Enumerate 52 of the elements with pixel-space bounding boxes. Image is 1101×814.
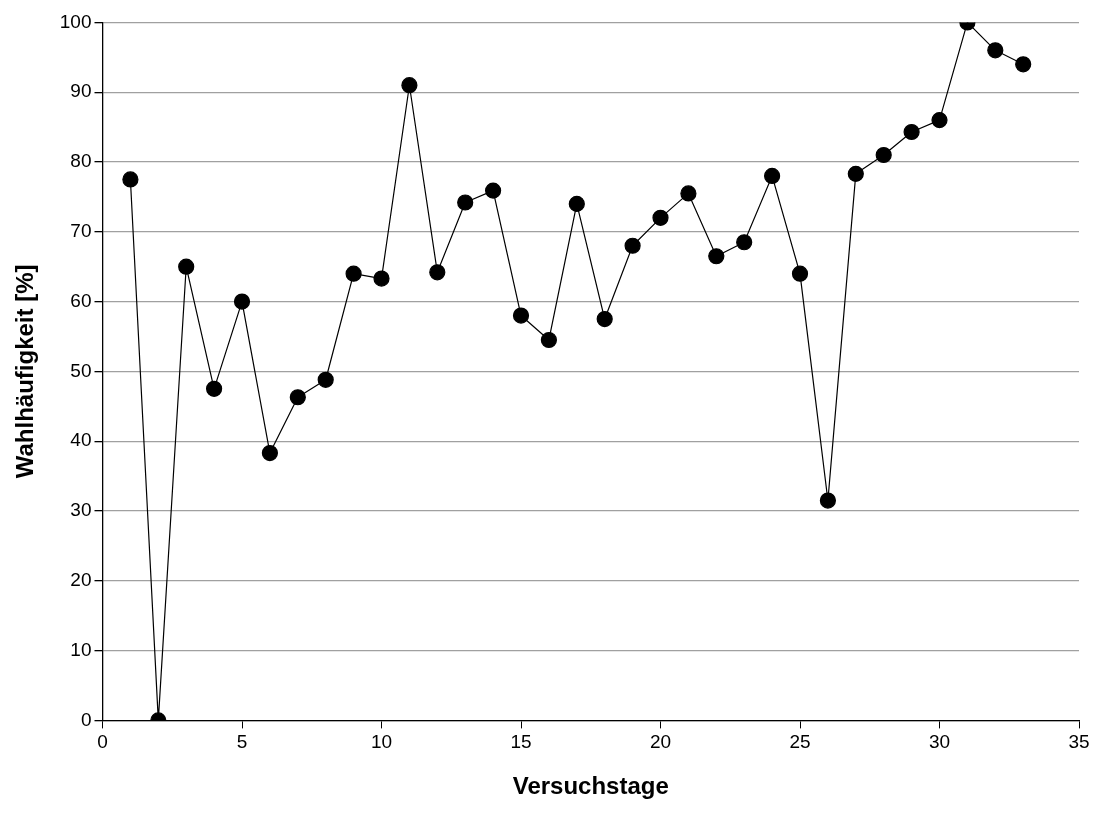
x-tick-label: 35 [1068,731,1090,753]
point [680,185,697,202]
y-tick-label: 50 [70,359,92,381]
y-tick-label: 40 [70,429,92,451]
point [875,146,892,164]
y-tick-label: 20 [70,569,92,591]
point [652,209,669,226]
point [233,293,251,310]
point [568,195,585,212]
point [345,265,362,282]
point [596,310,613,328]
x-tick-label: 0 [97,731,108,753]
point [457,194,474,211]
point [261,444,278,462]
point [736,234,753,251]
point [903,123,920,141]
x-tick-label: 15 [510,731,532,753]
point [987,42,1004,59]
point [429,264,446,281]
y-tick-label: 90 [70,80,92,102]
point [289,389,306,406]
y-axis-title: Wahlhäufigkeit [%] [11,264,39,479]
point [764,167,781,185]
x-tick-label: 30 [928,731,951,753]
point [317,371,334,388]
point [401,77,418,94]
x-tick-label: 10 [370,731,393,753]
point [931,112,948,129]
point [1015,56,1032,73]
point [540,331,557,349]
x-tick-label: 25 [789,731,811,753]
point [122,171,139,188]
point [708,248,725,265]
point [485,182,502,199]
point [624,237,641,254]
y-tick-label: 10 [70,638,92,660]
y-tick-label: 30 [70,499,92,521]
x-axis-title: Versuchstage [512,772,669,800]
y-tick-label: 0 [80,708,92,730]
y-tick-label: 60 [70,289,92,311]
y-tick-label: 70 [70,220,92,242]
point [791,265,809,282]
point [847,165,864,182]
y-tick-label: 100 [59,10,92,32]
point [373,270,390,287]
point [178,258,195,275]
x-tick-label: 5 [236,731,248,753]
y-tick-label: 80 [70,150,92,172]
point [206,380,223,397]
point [819,492,836,509]
x-tick-label: 20 [649,731,672,753]
point [512,307,530,324]
